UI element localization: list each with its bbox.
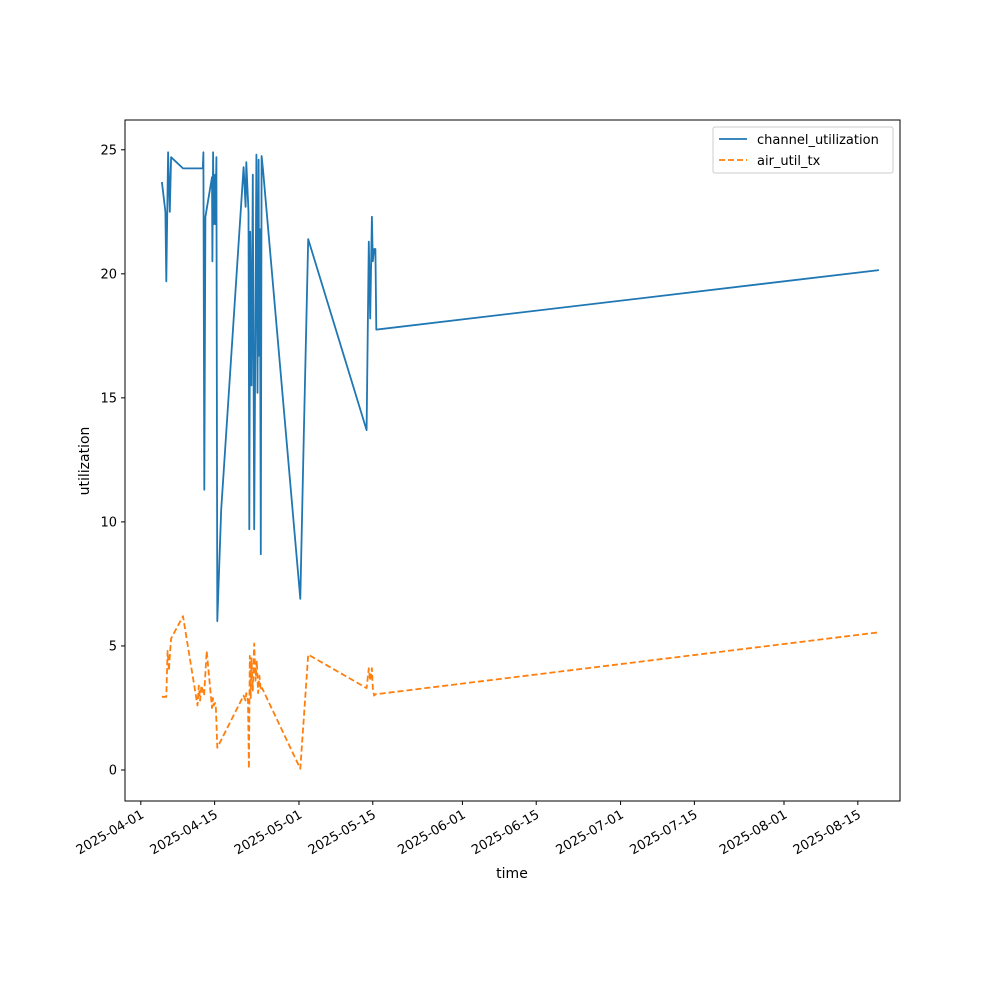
legend-box [712,126,894,174]
y-axis-label: utilization [77,427,93,496]
plot-lines [161,151,880,770]
y-axis: 0 5 10 15 20 25 [100,143,125,778]
plot-frame [124,119,901,802]
series-line-air-util-tx [161,615,880,770]
y-tick-label: 10 [100,515,117,530]
y-tick-label: 0 [109,763,117,778]
x-axis-label: time [496,866,528,882]
y-tick-label: 5 [109,639,117,654]
legend: channel_utilization air_util_tx [712,126,894,174]
series-line-channel-utilization [161,151,880,622]
legend-label-air-util-tx: air_util_tx [757,154,821,169]
y-tick-label: 25 [100,143,117,158]
y-tick-label: 15 [100,391,117,406]
legend-label-channel-utilization: channel_utilization [757,133,879,148]
y-tick-label: 20 [100,267,117,282]
